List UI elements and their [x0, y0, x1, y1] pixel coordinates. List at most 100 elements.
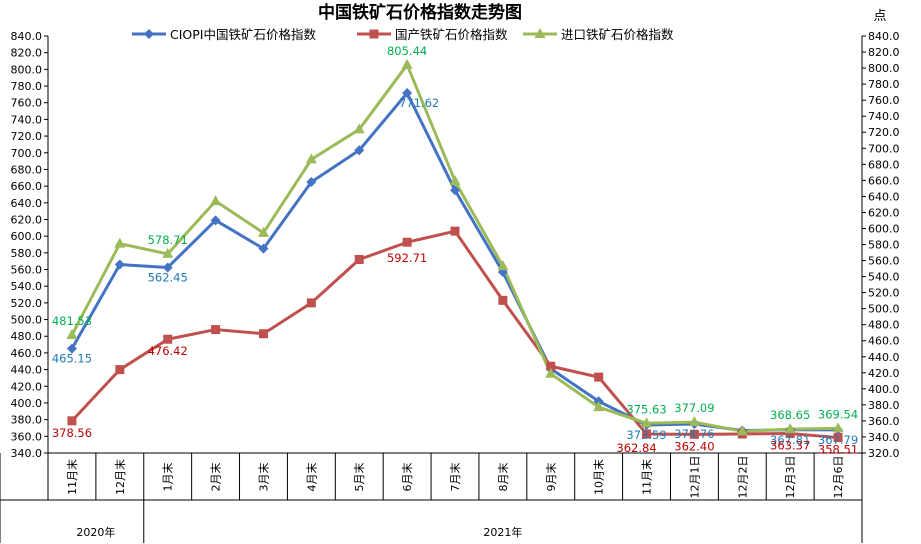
left-tick-label: 620.0 [11, 213, 43, 226]
left-tick-label: 820.0 [11, 47, 43, 60]
data-point-triangle [114, 237, 126, 248]
right-tick-label: 440.0 [868, 351, 900, 364]
left-tick-label: 440.0 [11, 364, 43, 377]
left-tick-label: 700.0 [11, 147, 43, 160]
right-tick-label: 580.0 [868, 239, 900, 252]
data-label: 373.59 [626, 428, 666, 442]
right-tick-label: 480.0 [868, 319, 900, 332]
data-label: 369.54 [818, 407, 858, 421]
left-tick-label: 760.0 [11, 97, 43, 110]
left-tick-label: 660.0 [11, 180, 43, 193]
data-point-diamond [258, 243, 269, 254]
data-label: 378.56 [52, 426, 92, 440]
data-point-square [258, 329, 268, 339]
left-tick-label: 560.0 [11, 264, 43, 277]
data-point-triangle [305, 153, 317, 164]
data-point-triangle [784, 423, 796, 434]
data-point-diamond [210, 215, 221, 226]
data-label: 578.71 [148, 233, 188, 247]
category-label: 9月末 [544, 463, 558, 492]
data-label: 465.15 [52, 352, 92, 366]
right-tick-label: 620.0 [868, 206, 900, 219]
left-tick-label: 680.0 [11, 163, 43, 176]
data-point-triangle [497, 260, 509, 271]
legend-label: CIOPI中国铁矿石价格指数 [170, 27, 316, 42]
left-tick-label: 540.0 [11, 280, 43, 293]
data-point-square [594, 372, 604, 382]
data-label: 476.42 [148, 344, 188, 358]
data-point-triangle [353, 123, 365, 134]
series-lines [70, 63, 839, 440]
chart-title: 中国铁矿石价格指数走势图 [318, 2, 522, 23]
data-label: 592.71 [387, 251, 427, 265]
category-label: 2月末 [209, 463, 223, 492]
left-tick-label: 600.0 [11, 230, 43, 243]
data-point-square [833, 433, 843, 443]
category-label: 12月6日 [832, 456, 845, 499]
data-point-diamond [402, 88, 413, 99]
left-tick-label: 580.0 [11, 247, 43, 260]
data-point-square [546, 361, 556, 371]
data-label: 562.45 [148, 270, 188, 284]
legend-marker [144, 29, 154, 39]
data-point-diamond [306, 176, 317, 187]
data-point-square [211, 325, 221, 335]
category-label: 12月末 [113, 459, 127, 495]
left-tick-label: 360.0 [11, 430, 43, 443]
data-label: 362.84 [616, 441, 656, 455]
data-point-diamond [162, 262, 173, 273]
data-label: 358.51 [818, 443, 858, 457]
data-point-triangle [736, 425, 748, 436]
data-label: 771.62 [399, 96, 439, 110]
left-tick-label: 340.0 [11, 447, 43, 460]
right-axis-ticks: 840.0 820.0 800.0 780.0 760.0 740.0 720.0 700.0… [862, 30, 900, 460]
data-label: 367.81 [770, 433, 810, 447]
right-tick-label: 320.0 [868, 447, 900, 460]
left-tick-label: 480.0 [11, 330, 43, 343]
data-point-square [642, 429, 652, 439]
data-point-triangle [401, 58, 413, 69]
right-tick-label: 600.0 [868, 222, 900, 235]
data-label: 377.09 [674, 401, 714, 415]
data-label: 481.53 [52, 314, 92, 328]
right-tick-label: 700.0 [868, 142, 900, 155]
category-axis: 11月末 12月末 1月末 2月末 3月末 4月末 5月末 6月末 7月末 8月末 9月末 10月末 1… [0, 453, 863, 543]
left-tick-label: 500.0 [11, 314, 43, 327]
data-point-triangle [545, 367, 557, 378]
right-tick-label: 420.0 [868, 367, 900, 380]
category-label: 8月末 [496, 462, 510, 491]
data-point-diamond [66, 343, 77, 354]
data-point-square [306, 298, 316, 308]
right-tick-label: 780.0 [868, 78, 900, 91]
category-label: 10月末 [592, 459, 606, 495]
right-tick-label: 840.0 [868, 30, 900, 43]
legend-label: 国产铁矿石价格指数 [395, 27, 508, 42]
data-point-triangle [162, 247, 174, 258]
data-labels: 465.15 562.45 771.62 373.59 374.76 367.81 367.… [52, 44, 858, 457]
data-point-diamond [450, 185, 460, 196]
data-point-triangle [210, 195, 222, 206]
left-tick-label: 460.0 [11, 347, 43, 360]
data-point-square [785, 429, 795, 439]
data-label: 375.63 [626, 402, 666, 416]
left-tick-label: 520.0 [11, 297, 43, 310]
year-label: 2020年 [76, 525, 115, 539]
year-label: 2021年 [483, 525, 522, 539]
category-label: 3月末 [256, 463, 270, 492]
data-point-triangle [641, 417, 653, 428]
data-point-triangle [257, 226, 269, 237]
right-tick-label: 540.0 [868, 271, 900, 284]
right-tick-label: 400.0 [868, 383, 900, 396]
data-point-square [163, 334, 173, 344]
category-label: 11月末 [65, 459, 79, 495]
right-tick-label: 660.0 [868, 174, 900, 187]
left-tick-label: 380.0 [11, 414, 43, 427]
data-point-square [354, 255, 364, 265]
legend: CIOPI中国铁矿石价格指数 国产铁矿石价格指数 进口铁矿石价格指数 [132, 27, 674, 42]
category-label: 11月末 [640, 459, 654, 495]
left-tick-label: 780.0 [11, 80, 43, 93]
right-tick-label: 760.0 [868, 94, 900, 107]
category-label: 6月末 [400, 463, 414, 492]
data-point-triangle [688, 416, 700, 427]
